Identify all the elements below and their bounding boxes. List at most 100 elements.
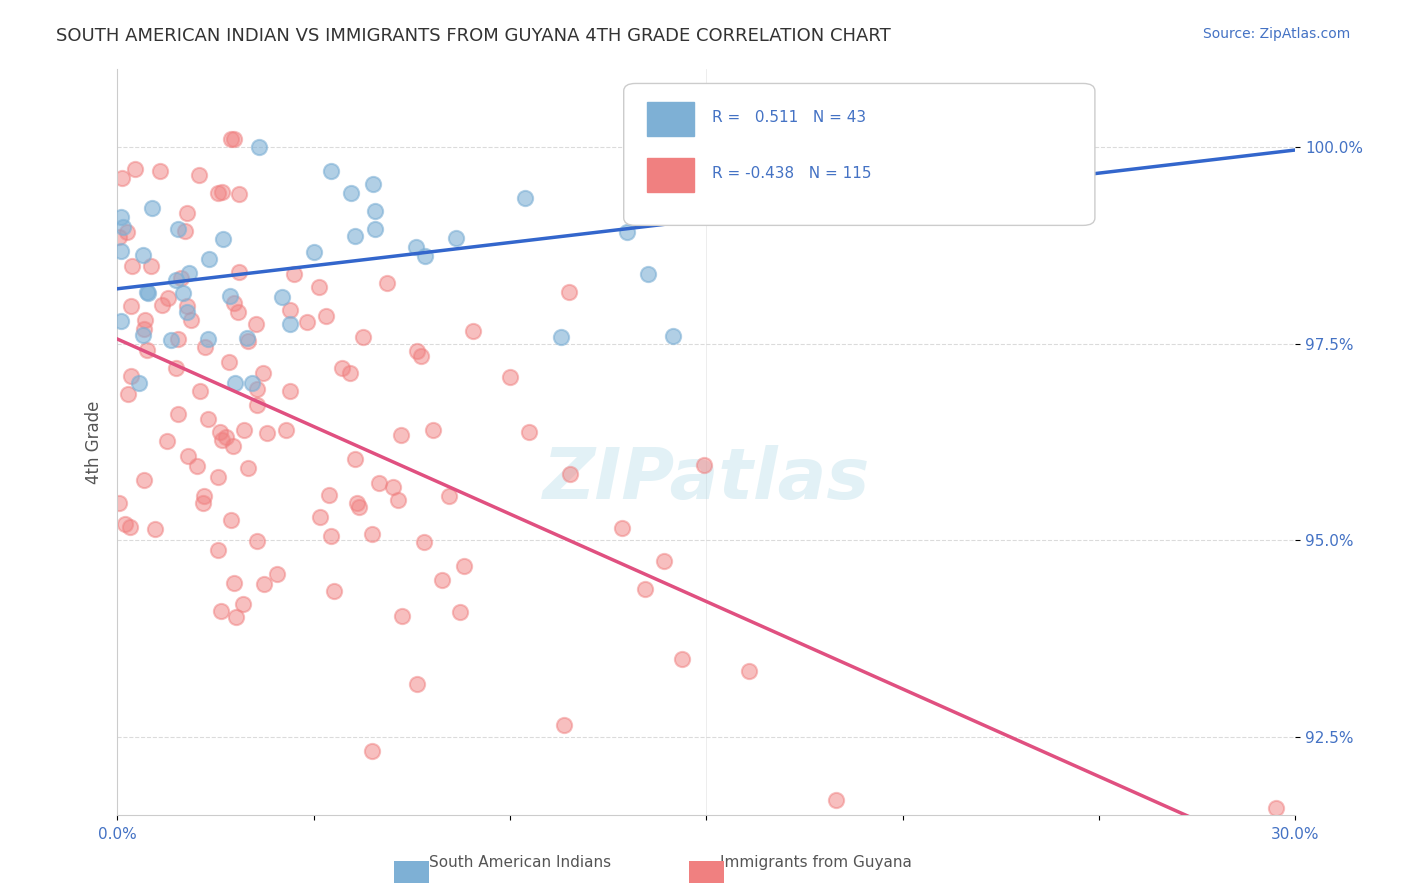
- Point: [444, 231, 467, 245]
- Point: [560, 467, 582, 481]
- Text: 30.0%: 30.0%: [1271, 827, 1319, 842]
- Point: [228, 187, 250, 202]
- Point: [212, 232, 235, 246]
- Point: [361, 744, 384, 758]
- Point: [167, 408, 190, 422]
- Point: [1047, 132, 1070, 146]
- Point: [218, 289, 240, 303]
- Point: [321, 164, 343, 178]
- Point: [160, 333, 183, 347]
- Point: [616, 225, 638, 239]
- Point: [211, 186, 233, 200]
- Point: [236, 461, 259, 475]
- Point: [256, 425, 278, 440]
- Point: [295, 315, 318, 329]
- Point: [136, 285, 159, 300]
- Text: ZIPatlas: ZIPatlas: [543, 445, 870, 514]
- Point: [207, 543, 229, 558]
- Point: [364, 221, 387, 235]
- Point: [166, 221, 188, 235]
- Point: [692, 458, 714, 473]
- Point: [117, 387, 139, 401]
- Point: [247, 140, 270, 154]
- Text: SOUTH AMERICAN INDIAN VS IMMIGRANTS FROM GUYANA 4TH GRADE CORRELATION CHART: SOUTH AMERICAN INDIAN VS IMMIGRANTS FROM…: [56, 27, 891, 45]
- Point: [238, 334, 260, 348]
- Point: [165, 273, 187, 287]
- Point: [550, 329, 572, 343]
- Point: [135, 285, 157, 300]
- Point: [406, 677, 429, 691]
- Point: [110, 244, 132, 259]
- Point: [226, 305, 249, 319]
- Point: [124, 161, 146, 176]
- Point: [339, 367, 361, 381]
- Text: R =   0.511   N = 43: R = 0.511 N = 43: [711, 110, 866, 125]
- Point: [224, 376, 246, 390]
- Point: [121, 259, 143, 273]
- Point: [110, 314, 132, 328]
- Point: [228, 265, 250, 279]
- Point: [222, 439, 245, 453]
- Point: [270, 291, 292, 305]
- Point: [117, 225, 139, 239]
- Point: [156, 291, 179, 305]
- Point: [224, 296, 246, 310]
- FancyBboxPatch shape: [624, 84, 1095, 226]
- Point: [108, 230, 131, 244]
- Point: [246, 382, 269, 396]
- Point: [209, 604, 232, 618]
- Point: [318, 488, 340, 502]
- Y-axis label: 4th Grade: 4th Grade: [86, 401, 103, 483]
- Point: [321, 528, 343, 542]
- Point: [1264, 800, 1286, 814]
- Point: [120, 299, 142, 313]
- Point: [738, 664, 761, 678]
- Point: [225, 610, 247, 624]
- Point: [118, 520, 141, 534]
- Point: [315, 310, 337, 324]
- Point: [165, 361, 187, 376]
- Point: [134, 322, 156, 336]
- Point: [283, 267, 305, 281]
- Point: [245, 318, 267, 332]
- Point: [191, 496, 214, 510]
- Point: [409, 349, 432, 363]
- Point: [111, 170, 134, 185]
- Point: [367, 476, 389, 491]
- Text: R = -0.438   N = 115: R = -0.438 N = 115: [711, 166, 872, 180]
- Point: [176, 305, 198, 319]
- Point: [176, 300, 198, 314]
- Point: [364, 204, 387, 219]
- Point: [211, 433, 233, 447]
- Point: [252, 367, 274, 381]
- Point: [240, 376, 263, 390]
- Point: [236, 331, 259, 345]
- Point: [439, 489, 461, 503]
- Point: [177, 449, 200, 463]
- Point: [232, 597, 254, 611]
- Point: [361, 177, 384, 191]
- Point: [389, 428, 412, 442]
- Point: [132, 248, 155, 262]
- Point: [173, 224, 195, 238]
- Point: [422, 423, 444, 437]
- Point: [167, 332, 190, 346]
- Point: [128, 376, 150, 390]
- Point: [382, 480, 405, 494]
- Point: [825, 792, 848, 806]
- Point: [172, 286, 194, 301]
- Point: [515, 191, 537, 205]
- Point: [361, 526, 384, 541]
- Point: [346, 496, 368, 510]
- Point: [278, 302, 301, 317]
- Point: [136, 343, 159, 357]
- Point: [224, 575, 246, 590]
- Point: [188, 168, 211, 182]
- Point: [278, 317, 301, 331]
- Point: [253, 576, 276, 591]
- Point: [266, 566, 288, 581]
- Point: [218, 355, 240, 369]
- Point: [197, 412, 219, 426]
- Point: [152, 298, 174, 312]
- Point: [176, 206, 198, 220]
